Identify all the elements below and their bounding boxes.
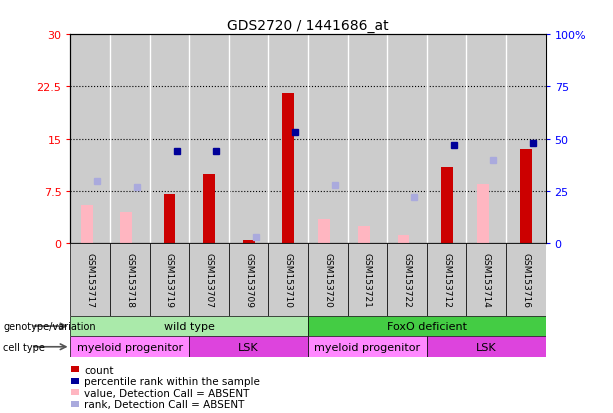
Text: myeloid progenitor: myeloid progenitor [77,342,183,352]
Text: genotype/variation: genotype/variation [3,321,96,331]
Bar [506,244,546,316]
Bar [477,185,489,244]
Text: count: count [84,365,113,375]
Bar [71,389,78,396]
Text: GSM153716: GSM153716 [521,252,530,307]
Bar [81,205,93,244]
Text: GSM153710: GSM153710 [284,252,293,307]
Bar [164,195,175,244]
Text: cell type: cell type [3,342,45,352]
Bar [387,244,427,316]
Text: GSM153720: GSM153720 [323,252,332,307]
Text: LSK: LSK [238,342,259,352]
Bar [466,244,506,316]
Bar [318,219,330,244]
Bar [120,212,132,244]
Text: GSM153714: GSM153714 [482,252,490,307]
Bar [229,244,268,316]
Bar [203,174,215,244]
Bar [70,316,308,337]
Title: GDS2720 / 1441686_at: GDS2720 / 1441686_at [227,19,389,33]
Text: GSM153717: GSM153717 [86,252,95,307]
Bar [110,244,150,316]
Bar [283,94,294,244]
Text: FoxO deficient: FoxO deficient [387,321,467,331]
Text: wild type: wild type [164,321,215,331]
Text: percentile rank within the sample: percentile rank within the sample [84,376,260,386]
Bar [520,150,531,244]
Bar [441,167,452,244]
Bar [70,337,189,357]
Bar [308,316,546,337]
Bar [268,244,308,316]
Bar [243,240,254,244]
Bar [358,226,370,244]
Text: GSM153721: GSM153721 [363,252,372,307]
Text: myeloid progenitor: myeloid progenitor [314,342,421,352]
Text: LSK: LSK [476,342,497,352]
Text: GSM153719: GSM153719 [165,252,174,307]
Bar [427,244,466,316]
Bar [189,244,229,316]
Text: GSM153709: GSM153709 [244,252,253,307]
Bar [150,244,189,316]
Bar [70,244,110,316]
Text: GSM153722: GSM153722 [403,252,411,307]
Text: GSM153712: GSM153712 [442,252,451,307]
Bar [71,366,78,373]
Text: value, Detection Call = ABSENT: value, Detection Call = ABSENT [84,388,249,398]
Bar [427,337,546,357]
Bar [189,337,308,357]
Bar [308,337,427,357]
Bar [308,244,348,316]
Bar [71,377,78,384]
Text: rank, Detection Call = ABSENT: rank, Detection Call = ABSENT [84,399,245,409]
Bar [397,235,409,244]
Bar [348,244,387,316]
Text: GSM153718: GSM153718 [126,252,134,307]
Bar [71,401,78,407]
Text: GSM153707: GSM153707 [205,252,213,307]
